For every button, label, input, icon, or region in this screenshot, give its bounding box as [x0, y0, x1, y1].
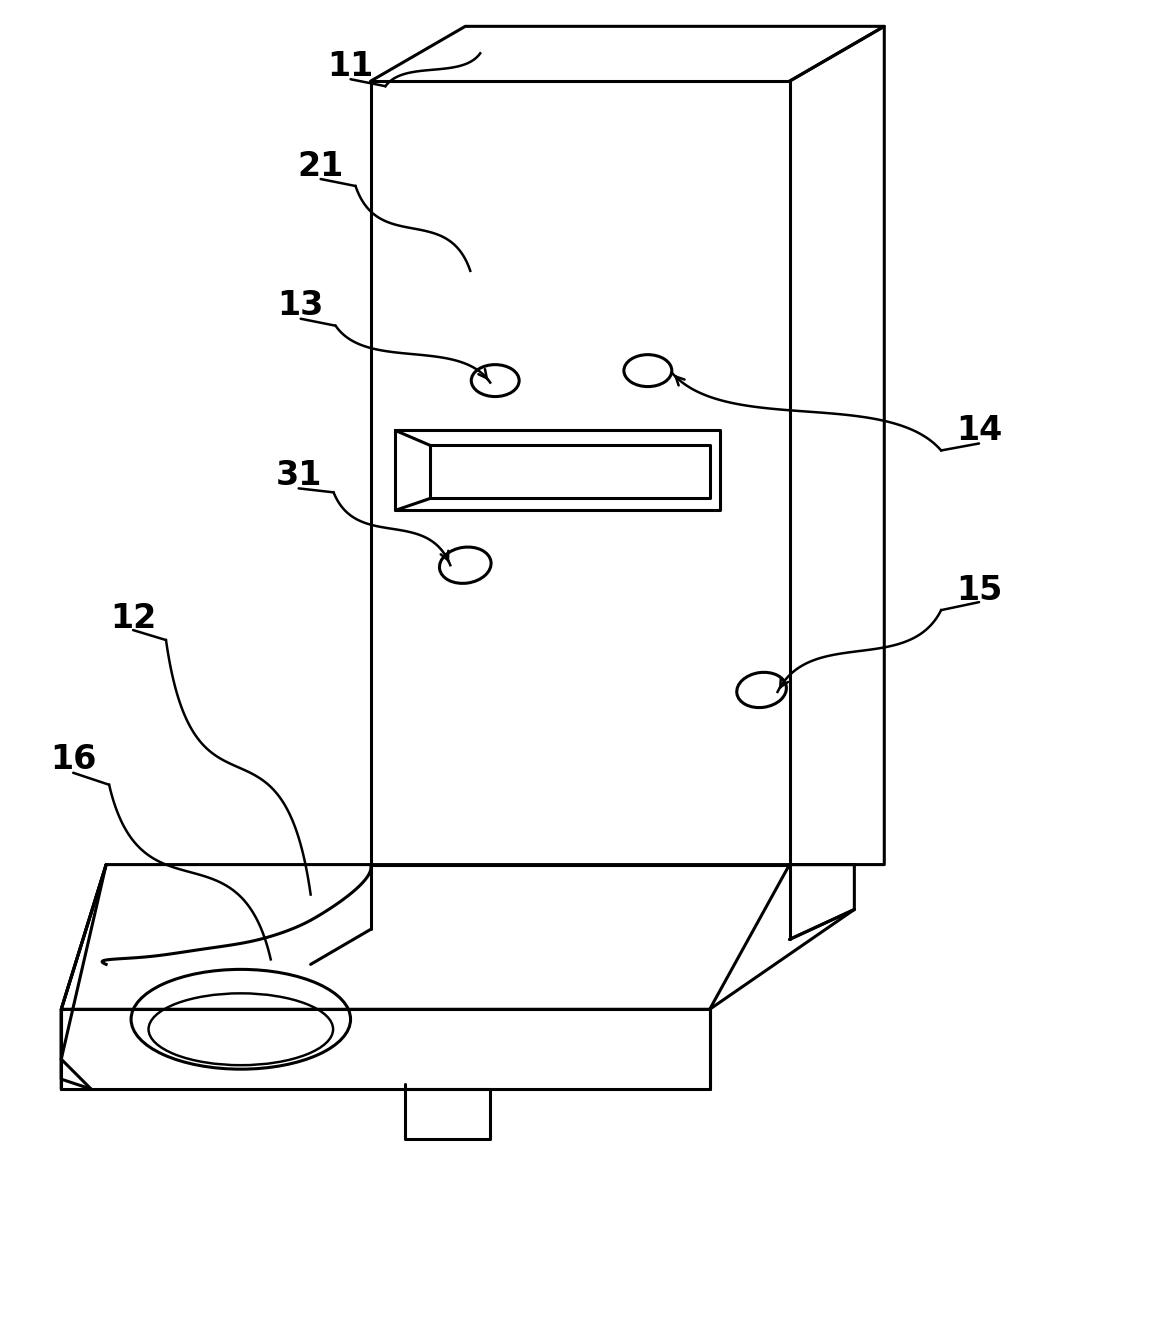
Text: 12: 12 [109, 602, 156, 635]
Text: 14: 14 [956, 414, 1002, 447]
Text: 31: 31 [276, 459, 322, 492]
Text: 16: 16 [50, 743, 97, 777]
Text: 15: 15 [956, 574, 1002, 607]
Text: 13: 13 [277, 289, 324, 322]
Text: 21: 21 [298, 150, 343, 183]
Text: 11: 11 [327, 49, 374, 83]
